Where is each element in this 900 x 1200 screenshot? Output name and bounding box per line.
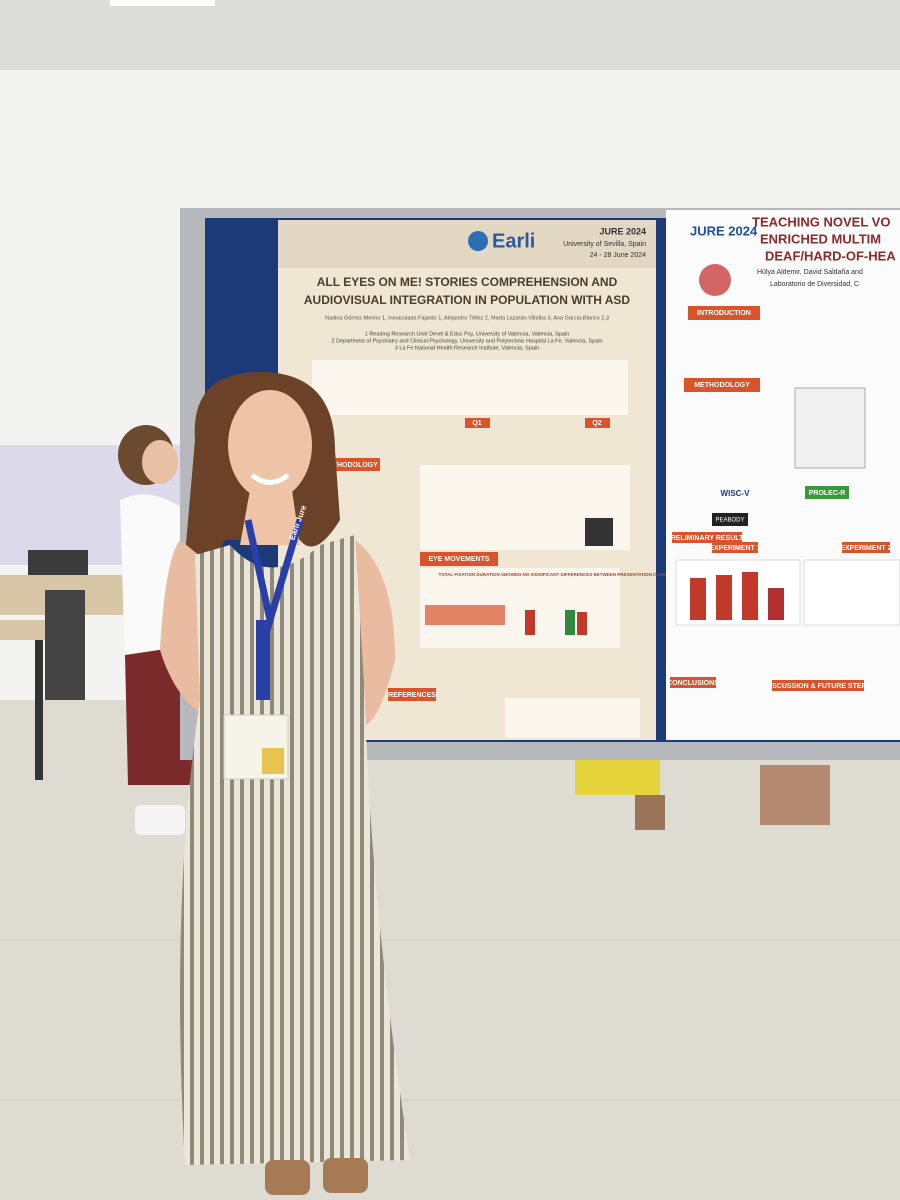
dates: 24 - 28 June 2024 <box>590 252 647 259</box>
poster-title: ENRICHED MULTIM <box>760 231 881 246</box>
lanyard <box>256 620 270 700</box>
photo-bar <box>565 610 575 635</box>
sandal <box>265 1160 310 1195</box>
person-shoes <box>135 805 185 835</box>
affiliation: 3 La Fe National Health Research Institu… <box>395 345 540 351</box>
ceiling <box>0 0 900 70</box>
table-leg <box>35 640 43 780</box>
logo <box>468 231 488 251</box>
section-badge <box>388 688 436 701</box>
person-feet <box>635 795 665 830</box>
test-logo-bg <box>712 513 748 526</box>
smile <box>250 473 290 485</box>
authors: Nadina Gómez-Merino 1, Inmaculada Fajard… <box>325 315 609 321</box>
section-heading: METHODOLOGY <box>694 382 750 389</box>
section-badge <box>772 680 864 691</box>
table <box>0 620 45 640</box>
poster-title: AUDIOVISUAL INTEGRATION IN POPULATION WI… <box>304 293 631 307</box>
poster-right <box>666 210 900 740</box>
test-logo: PEABODY <box>715 518 744 524</box>
test-logo: PROLEC-R <box>809 490 846 497</box>
neck <box>240 490 300 545</box>
event: JURE 2024 <box>599 226 646 236</box>
section-heading: EXPERIMENT 2 <box>840 545 891 552</box>
affiliation: 1 Reading Research Unit/ Devel & Educ Ps… <box>365 331 570 337</box>
person-face <box>142 440 178 484</box>
section-badge <box>712 542 758 553</box>
photo-bar <box>690 578 706 620</box>
intro-box <box>312 360 628 415</box>
poster-title: TEACHING NOVEL VO <box>752 214 890 229</box>
test-logo-bg <box>805 486 849 499</box>
face <box>228 390 312 500</box>
place: University of Sevilla, Spain <box>563 241 646 248</box>
poster-header <box>278 220 656 268</box>
event: JURE 2024 <box>690 223 758 238</box>
q-label: Q2 <box>592 420 601 427</box>
photo-bar <box>742 572 758 620</box>
affiliation: 2 Department of Psychiatry and Clinical … <box>332 338 603 344</box>
section-heading: EYE MOVEMENTS <box>428 556 489 563</box>
chart-heading: TOTAL FIXATION DURATION SHOWED NO SIGNIF… <box>439 572 682 577</box>
section-heading: METHODOLOGY <box>322 462 378 469</box>
authors: Hülya Aldemir, David Saldaña and <box>757 269 863 276</box>
badge-logo <box>262 748 284 774</box>
qr-code <box>585 518 613 546</box>
q-label: Q1 <box>472 420 481 427</box>
chair <box>45 590 85 700</box>
affiliation: Laboratorio de Diversidad, C <box>770 281 859 288</box>
q-badge <box>465 418 490 428</box>
section-badge <box>670 677 716 688</box>
section-heading: INTRODUCTION <box>697 310 751 317</box>
dress <box>180 535 410 1165</box>
sandal <box>323 1158 368 1193</box>
photo-bar <box>716 575 732 620</box>
diagram <box>794 387 866 469</box>
section-heading: CONCLUSIONS <box>667 680 719 687</box>
person-legs <box>575 760 660 795</box>
section-badge <box>688 306 760 320</box>
section-badge <box>420 552 498 566</box>
person-legs <box>760 765 830 825</box>
poster-title: DEAF/HARD-OF-HEA <box>765 248 896 263</box>
photo-bar <box>577 612 587 635</box>
chart-panel <box>803 559 900 626</box>
photo-bar <box>525 610 535 635</box>
ceiling-light <box>110 0 215 6</box>
section-badge <box>842 542 890 553</box>
photo-bar <box>768 588 784 620</box>
section-badge <box>684 378 760 392</box>
table-graphic <box>425 605 505 625</box>
chair <box>28 550 88 575</box>
poster-title: ALL EYES ON ME! STORIES COMPREHENSION AN… <box>317 275 618 289</box>
section-heading: EXPERIMENT 1 <box>709 545 760 552</box>
section-badge <box>672 532 742 543</box>
university-seal <box>699 264 731 296</box>
section-heading: REFERENCES <box>388 692 436 699</box>
test-logo: WISC-V <box>721 489 751 498</box>
ack-box <box>505 698 640 738</box>
q-badge <box>585 418 610 428</box>
brand: Earli <box>492 230 535 252</box>
section-heading: DISCUSSION & FUTURE STEPS <box>765 683 871 690</box>
section-heading: PRELIMINARY RESULTS <box>666 535 748 542</box>
